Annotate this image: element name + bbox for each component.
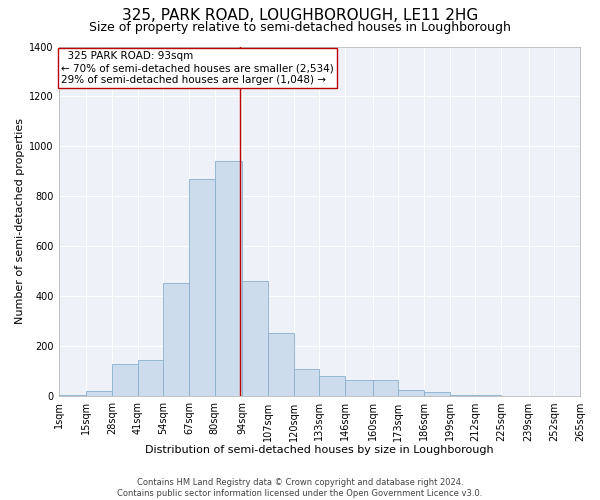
X-axis label: Distribution of semi-detached houses by size in Loughborough: Distribution of semi-detached houses by … xyxy=(145,445,494,455)
Bar xyxy=(189,179,215,396)
Text: 325 PARK ROAD: 93sqm
← 70% of semi-detached houses are smaller (2,534)
29% of se: 325 PARK ROAD: 93sqm ← 70% of semi-detac… xyxy=(61,52,334,84)
Bar xyxy=(86,392,112,396)
Bar xyxy=(59,395,86,396)
Bar xyxy=(112,364,137,396)
Bar xyxy=(268,332,293,396)
Bar xyxy=(424,392,449,396)
Bar xyxy=(475,395,501,396)
Bar xyxy=(293,369,319,396)
Bar xyxy=(345,380,373,396)
Bar xyxy=(319,376,345,396)
Bar xyxy=(398,390,424,396)
Bar xyxy=(373,380,398,396)
Y-axis label: Number of semi-detached properties: Number of semi-detached properties xyxy=(15,118,25,324)
Text: Size of property relative to semi-detached houses in Loughborough: Size of property relative to semi-detach… xyxy=(89,21,511,34)
Bar xyxy=(449,395,475,396)
Text: Contains HM Land Registry data © Crown copyright and database right 2024.
Contai: Contains HM Land Registry data © Crown c… xyxy=(118,478,482,498)
Text: 325, PARK ROAD, LOUGHBOROUGH, LE11 2HG: 325, PARK ROAD, LOUGHBOROUGH, LE11 2HG xyxy=(122,8,478,22)
Bar xyxy=(163,282,189,397)
Bar xyxy=(242,282,268,397)
Bar xyxy=(137,360,163,397)
Bar xyxy=(215,162,242,396)
